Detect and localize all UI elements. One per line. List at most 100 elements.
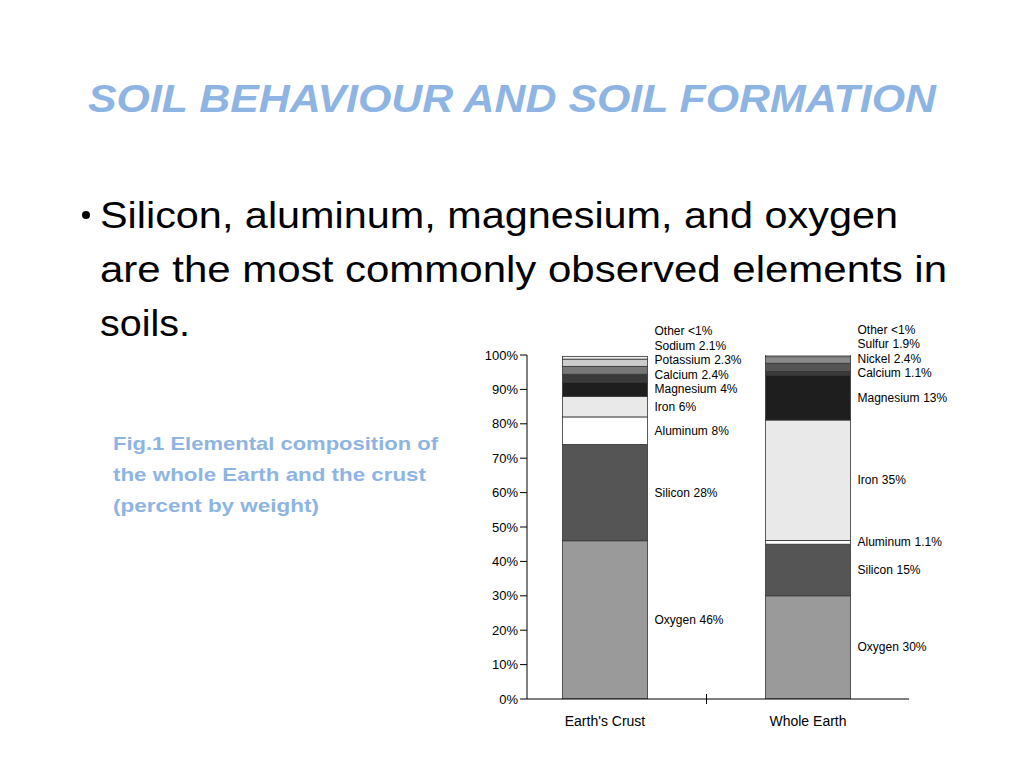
y-tick [520,423,527,424]
page: {"header": {"title": "SOIL BEHAVIOUR AND… [0,0,1024,768]
label-value: 1.1% [904,366,932,380]
bar-segment [766,420,851,540]
y-tick [520,630,527,631]
label-name: Oxygen [858,640,899,654]
bar-segment [563,356,648,359]
label-value: 2.1% [699,339,727,353]
label-value: 1.9% [892,337,920,351]
y-tick [520,389,527,390]
label-value: 13% [923,391,947,405]
bar-segment [563,383,648,397]
y-tick [520,355,527,356]
data-label: Sulfur1.9% [858,337,921,351]
data-label: Magnesium13% [858,391,948,405]
label-name: Iron [858,473,879,487]
y-tick-label: 40% [492,554,518,569]
bar-segment [563,541,648,699]
data-label: Oxygen46% [655,613,724,627]
label-name: Oxygen [655,613,696,627]
y-tick [520,561,527,562]
data-label: Sodium2.1% [655,339,727,353]
label-value: 1.1% [914,535,942,549]
x-tick-label: Whole Earth [769,713,846,729]
y-tick [520,527,527,528]
bar-segment [563,366,648,374]
label-name: Other [858,323,888,337]
label-value: <1% [891,323,916,337]
label-value: <1% [688,324,713,338]
label-name: Iron [655,400,676,414]
data-label: Silicon15% [858,563,921,577]
label-name: Potassium [655,353,711,367]
data-label: Potassium2.3% [655,353,742,367]
label-value: 4% [720,382,738,396]
label-name: Magnesium [655,382,717,396]
data-label: Aluminum1.1% [858,535,943,549]
bar-segment [563,374,648,382]
y-tick-label: 80% [492,416,518,431]
label-name: Aluminum [858,535,911,549]
bar-segment [563,444,648,540]
bar-segment [766,544,851,596]
data-label: Magnesium4% [655,382,738,396]
y-tick-label: 10% [492,657,518,672]
bar-segment [766,596,851,699]
bar-segment [766,372,851,376]
caption-text: the whole Earth and the crust [113,464,427,485]
slide: SOIL BEHAVIOUR AND SOIL FORMATION Silicon… [0,0,1024,768]
bullet-text: Silicon, aluminum, magnesium, and oxygen [100,195,898,236]
label-name: Calcium [858,366,901,380]
y-tick-label: 50% [492,520,518,535]
bar-segment [766,375,851,420]
title: SOIL BEHAVIOUR AND SOIL FORMATION [88,78,938,120]
data-label: Other<1% [858,323,916,337]
y-tick [520,699,527,700]
label-value: 15% [896,563,920,577]
label-name: Magnesium [858,391,920,405]
data-labels: Oxygen46%Silicon28%Aluminum8%Iron6%Magne… [655,323,948,654]
y-tick [520,492,527,493]
label-value: 8% [711,424,729,438]
x-tick-label: Earth's Crust [565,713,646,729]
bar-segment [563,396,648,417]
label-name: Calcium [655,368,698,382]
y-tick-label: 60% [492,485,518,500]
bar-segment [766,363,851,371]
axes: 0%10%20%30%40%50%60%70%80%90%100%Earth's… [485,348,909,730]
label-name: Silicon [858,563,893,577]
data-label: Other<1% [655,324,713,338]
y-tick-label: 20% [492,623,518,638]
label-value: 2.4% [701,368,729,382]
chart: Oxygen46%Silicon28%Aluminum8%Iron6%Magne… [485,323,948,729]
label-value: 28% [693,486,717,500]
y-tick [520,664,527,665]
label-value: 35% [882,473,906,487]
label-name: Sodium [655,339,696,353]
label-value: 6% [679,400,697,414]
data-label: Calcium1.1% [858,366,933,380]
label-name: Aluminum [655,424,708,438]
data-label: Iron35% [858,473,907,487]
label-name: Silicon [655,486,690,500]
label-name: Sulfur [858,337,889,351]
y-tick [520,458,527,459]
data-label: Oxygen30% [858,640,927,654]
label-value: 30% [902,640,926,654]
caption-text: Fig.1 Elemental composition of [113,433,439,454]
label-name: Nickel [858,352,891,366]
bullet-text: soils. [100,303,190,344]
y-tick [520,595,527,596]
x-axis-line [527,699,909,700]
data-label: Iron6% [655,400,697,414]
bar-segment [766,357,851,364]
caption-text: (percent by weight) [113,495,319,516]
bullet-dot [82,211,90,219]
y-tick-label: 70% [492,451,518,466]
bullet-text: are the most commonly observed elements … [100,249,947,290]
bars [563,355,851,699]
label-value: 46% [699,613,723,627]
label-value: 2.4% [894,352,922,366]
y-tick-label: 90% [492,382,518,397]
bar-segment [563,417,648,445]
background [0,0,1024,768]
